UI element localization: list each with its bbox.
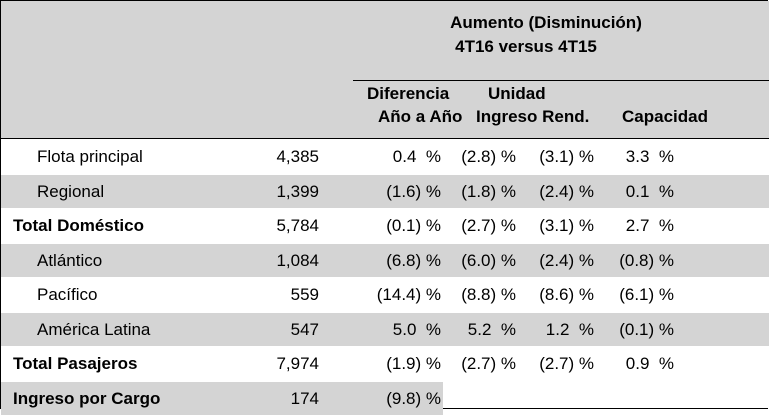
row-label: Pacífico — [37, 285, 97, 305]
cell-diff: 0.4 % — [363, 147, 441, 167]
cell-diff: (0.1) % — [363, 216, 441, 236]
col-unit-header-2: Ingreso Rend. — [476, 107, 589, 127]
col-diff-header-1: Diferencia — [367, 84, 449, 104]
cell-rend: (3.1) % — [526, 147, 594, 167]
col-capacity-header: Capacidad — [622, 107, 708, 127]
cell-unit: (8.8) % — [448, 285, 516, 305]
cell-diff: (9.8) % — [363, 389, 441, 409]
cell-diff: (1.6) % — [363, 182, 441, 202]
row-value: 4,385 — [241, 147, 319, 167]
cell-diff: (6.8) % — [363, 251, 441, 271]
row-value: 174 — [241, 389, 319, 409]
header-top-divider — [353, 80, 769, 81]
table-title: Aumento (Disminución) — [401, 13, 691, 33]
header-bottom-divider — [1, 138, 769, 139]
row-label: Atlántico — [37, 251, 102, 271]
cell-cap: 2.7 % — [606, 216, 674, 236]
row-value: 559 — [241, 285, 319, 305]
cell-diff: (14.4) % — [363, 285, 441, 305]
cell-rend: (3.1) % — [526, 216, 594, 236]
cell-unit: (2.7) % — [448, 354, 516, 374]
cell-unit: (2.7) % — [448, 216, 516, 236]
row-label: América Latina — [37, 320, 150, 340]
cell-cap: (6.1) % — [606, 285, 674, 305]
cell-rend: (2.4) % — [526, 182, 594, 202]
cell-cap: 0.1 % — [606, 182, 674, 202]
cell-rend: (2.4) % — [526, 251, 594, 271]
row-value: 1,399 — [241, 182, 319, 202]
cell-cap: 3.3 % — [606, 147, 674, 167]
row-label: Flota principal — [37, 147, 143, 167]
row-label: Regional — [37, 182, 104, 202]
row-label: Total Doméstico — [13, 216, 144, 236]
cell-unit: (6.0) % — [448, 251, 516, 271]
col-diff-header-2: Año a Año — [378, 107, 462, 127]
cell-rend: (2.7) % — [526, 354, 594, 374]
col-unit-header-1: Unidad — [488, 84, 546, 104]
cell-rend: (8.6) % — [526, 285, 594, 305]
row-value: 1,084 — [241, 251, 319, 271]
row-value: 5,784 — [241, 216, 319, 236]
cell-cap: 0.9 % — [606, 354, 674, 374]
cell-diff: 5.0 % — [363, 320, 441, 340]
cell-unit: (1.8) % — [448, 182, 516, 202]
cell-unit: 5.2 % — [448, 320, 516, 340]
row-label: Total Pasajeros — [13, 354, 137, 374]
cell-cap: (0.1) % — [606, 320, 674, 340]
table-subtitle: 4T16 versus 4T15 — [401, 37, 651, 57]
cell-diff: (1.9) % — [363, 354, 441, 374]
cell-rend: 1.2 % — [526, 320, 594, 340]
cell-unit: (2.8) % — [448, 147, 516, 167]
row-value: 547 — [241, 320, 319, 340]
row-value: 7,974 — [241, 354, 319, 374]
row-label: Ingreso por Cargo — [13, 389, 160, 409]
cell-cap: (0.8) % — [606, 251, 674, 271]
